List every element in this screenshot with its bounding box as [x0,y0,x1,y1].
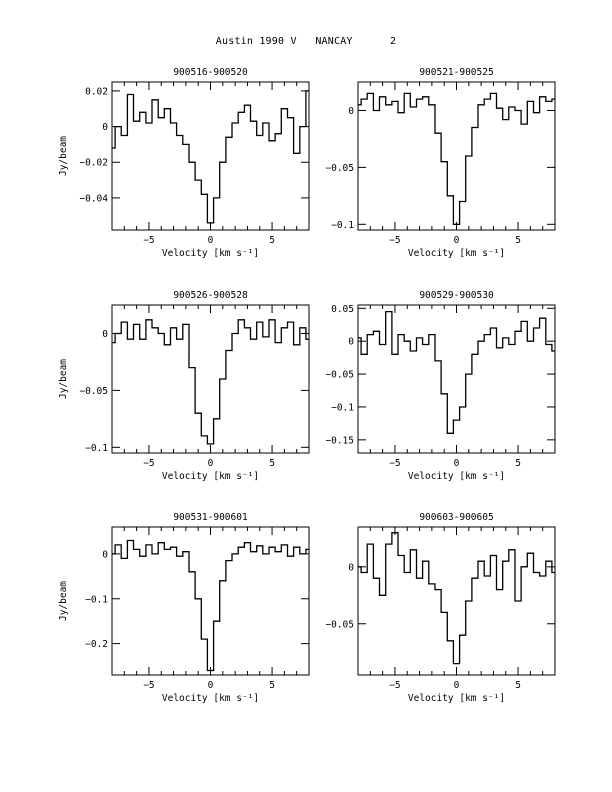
x-tick-label: 5 [515,458,521,469]
x-tick-label: −5 [143,235,154,246]
x-tick-label: 0 [208,680,214,691]
panel-frame [357,526,556,676]
x-tick-label: −5 [143,458,154,469]
x-tick-label: 0 [454,235,460,246]
panel-frame [357,304,556,454]
panel-title: 900526-900528 [173,290,248,301]
y-tick-label: −0.1 [85,443,108,454]
panel-frame [111,304,310,454]
y-tick-label: 0.05 [331,304,354,315]
x-axis-label: Velocity [km s⁻¹] [162,471,259,482]
panel-title: 900531-900601 [173,512,248,523]
spectrum-line [112,90,309,224]
page-title: Austin 1990 V NANCAY 2 [215,36,397,47]
x-tick-label: 5 [269,458,275,469]
y-tick-label: 0 [348,337,354,348]
x-tick-label: 0 [454,680,460,691]
panel-title: 900516-900520 [173,67,248,78]
x-axis-label: Velocity [km s⁻¹] [162,693,259,704]
y-tick-label: −0.1 [85,594,108,605]
y-tick-label: 0 [348,106,354,117]
y-axis-label: Jy/beam [58,136,69,176]
x-tick-label: 0 [208,235,214,246]
y-tick-label: 0 [102,329,108,340]
spectrum-line [358,532,555,665]
x-tick-label: −5 [389,458,400,469]
y-tick-label: −0.05 [325,619,354,630]
x-tick-label: −5 [389,235,400,246]
x-tick-label: 5 [269,680,275,691]
y-axis-label: Jy/beam [58,359,69,399]
y-axis-label: Jy/beam [58,581,69,621]
y-tick-label: −0.1 [331,220,354,231]
x-axis-label: Velocity [km s⁻¹] [408,693,505,704]
y-tick-label: 0 [102,122,108,133]
x-tick-label: −5 [143,680,154,691]
y-tick-label: −0.02 [79,158,108,169]
x-tick-label: 0 [454,458,460,469]
y-tick-label: −0.04 [79,193,108,204]
y-tick-label: −0.2 [85,639,108,650]
x-tick-label: 0 [208,458,214,469]
y-tick-label: −0.05 [325,163,354,174]
panel-title: 900603-900605 [419,512,493,523]
spectrum-line [112,319,309,445]
x-tick-label: −5 [389,680,400,691]
spectrum-line [358,310,555,434]
y-tick-label: 0 [102,549,108,560]
panel-title: 900521-900525 [419,67,493,78]
x-tick-label: 5 [515,680,521,691]
y-tick-label: 0.02 [85,86,108,97]
y-tick-label: −0.1 [331,402,354,413]
y-tick-label: −0.15 [325,435,354,446]
panel-frame [111,81,310,231]
x-tick-label: 5 [269,235,275,246]
y-tick-label: 0 [348,562,354,573]
x-axis-label: Velocity [km s⁻¹] [408,248,505,259]
y-tick-label: −0.05 [79,386,108,397]
y-tick-label: −0.05 [325,370,354,381]
x-tick-label: 5 [515,235,521,246]
x-axis-label: Velocity [km s⁻¹] [162,248,259,259]
spectrum-line [112,539,309,672]
panel-title: 900529-900530 [419,290,494,301]
x-axis-label: Velocity [km s⁻¹] [408,471,505,482]
panel-frame [111,526,310,676]
spectrum-line [358,92,555,225]
